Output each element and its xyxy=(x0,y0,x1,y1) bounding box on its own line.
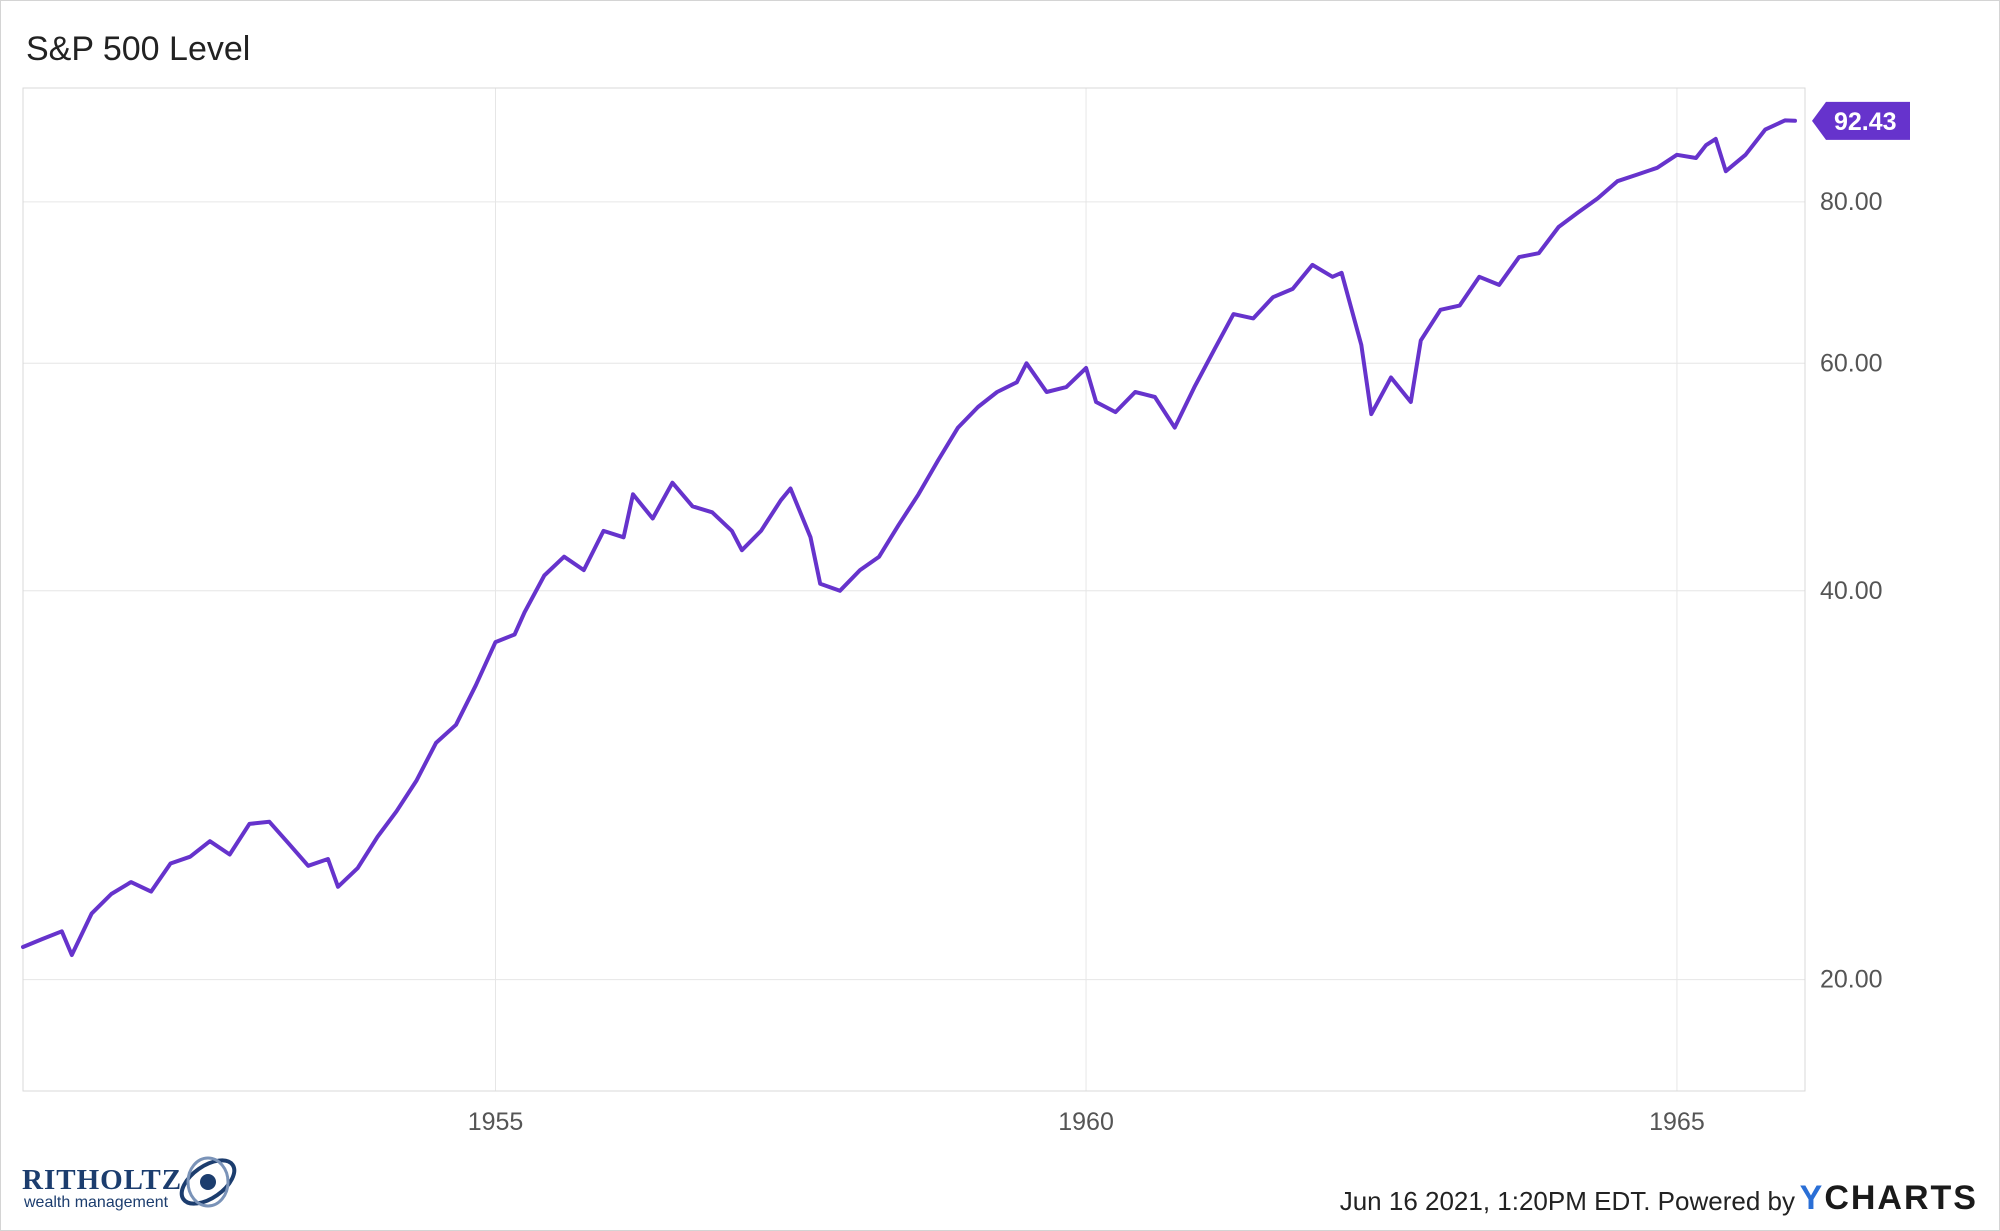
logo-subtitle: wealth management xyxy=(24,1194,169,1211)
y-tick-label: 80.00 xyxy=(1820,188,1883,216)
y-axis: 20.00 40.00 60.00 80.00 xyxy=(1820,188,1883,994)
ycharts-logo-y: Y xyxy=(1799,1179,1825,1217)
last-value-label: 92.43 xyxy=(1834,108,1897,136)
logo-wordmark: RITHOLTZ xyxy=(22,1164,183,1196)
last-value-badge: 92.43 xyxy=(1812,101,1910,140)
logo-emblem-icon xyxy=(179,1156,237,1208)
y-tick-label: 40.00 xyxy=(1820,577,1883,605)
ycharts-logo: YCHARTS xyxy=(1800,1179,1978,1218)
ritholtz-logo: RITHOLTZ wealth management xyxy=(22,1150,252,1220)
last-value-badge-shape xyxy=(1812,101,1910,140)
ycharts-logo-rest: CHARTS xyxy=(1824,1179,1978,1217)
x-tick-label: 1960 xyxy=(1058,1108,1114,1136)
y-tick-label: 20.00 xyxy=(1820,966,1883,994)
grid xyxy=(23,88,1805,1091)
chart-title: S&P 500 Level xyxy=(26,30,251,68)
footer-timestamp: Jun 16 2021, 1:20PM EDT. Powered by xyxy=(1339,1186,1795,1216)
y-tick-label: 60.00 xyxy=(1820,349,1883,377)
x-tick-label: 1965 xyxy=(1649,1108,1705,1136)
series-line xyxy=(21,118,1797,957)
x-tick-label: 1955 xyxy=(468,1108,524,1136)
x-axis: 1955 1960 1965 xyxy=(468,1108,1705,1136)
plot-area xyxy=(22,87,1806,1092)
